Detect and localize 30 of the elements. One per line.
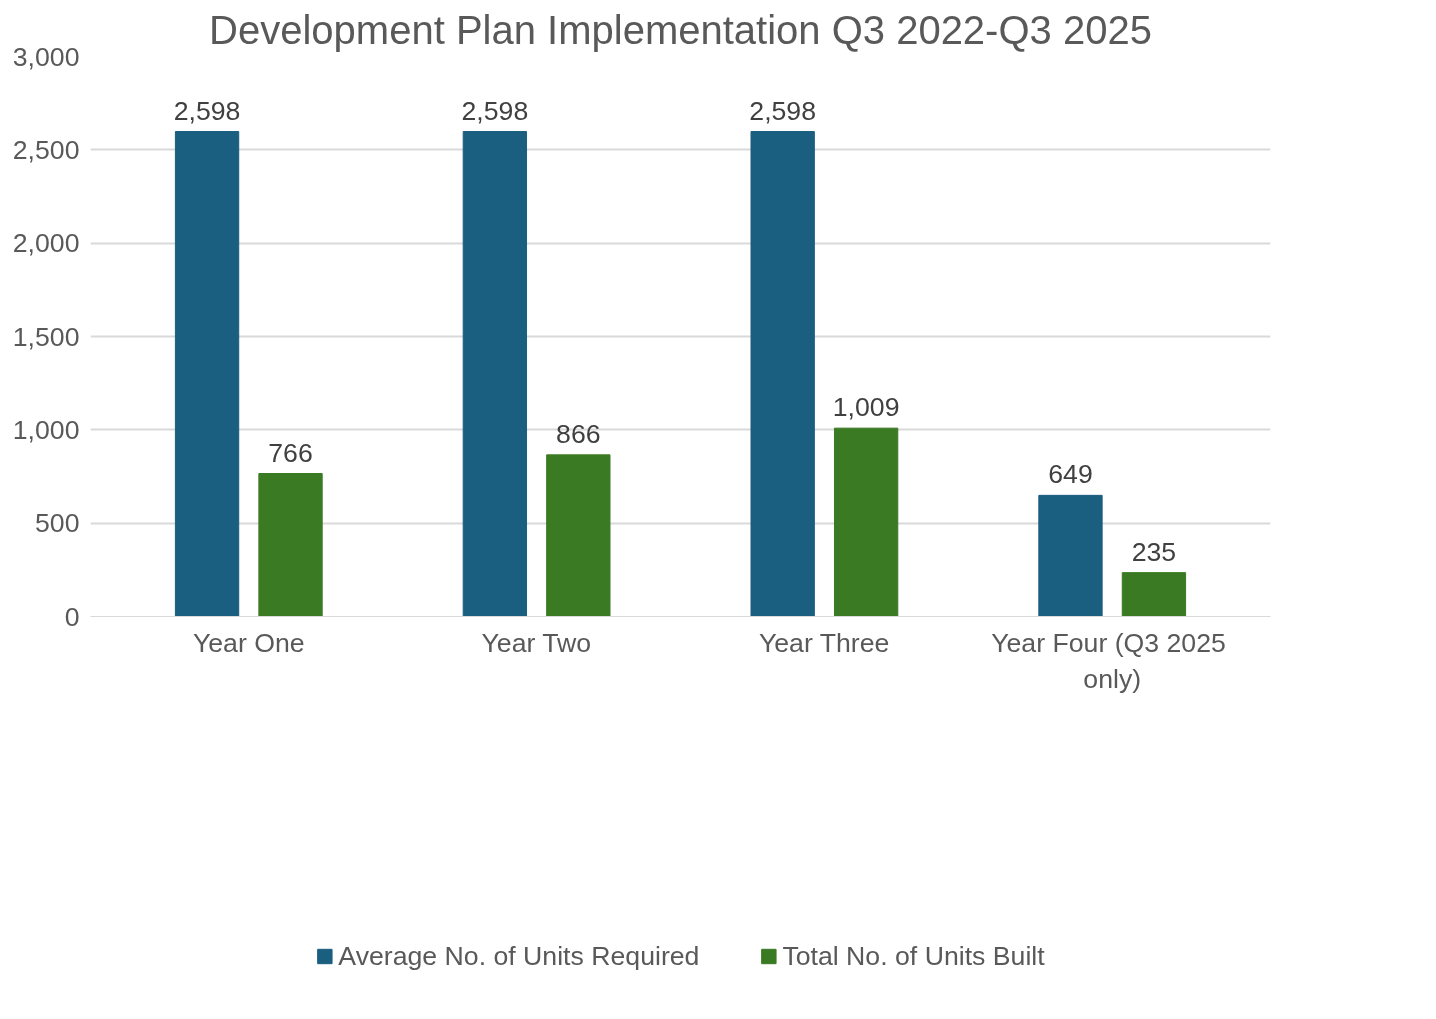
x-tick-label: Year Four (Q3 2025 only) — [991, 627, 1226, 694]
bar — [546, 454, 611, 617]
bar — [750, 131, 815, 617]
y-tick-label: 3,000 — [12, 41, 80, 72]
data-label: 649 — [1048, 459, 1093, 490]
y-tick-label: 2,000 — [12, 228, 80, 259]
y-tick-label: 2,500 — [12, 134, 80, 165]
y-tick-label: 1,000 — [12, 414, 80, 445]
chart-title: Development Plan Implementation Q3 2022-Q3 2025 — [209, 7, 1152, 52]
data-label: 866 — [556, 418, 601, 449]
data-label: 235 — [1131, 536, 1177, 567]
data-label: 2,598 — [749, 95, 817, 126]
bar — [462, 131, 528, 617]
bar — [258, 473, 323, 617]
bar — [174, 131, 240, 617]
data-label: 2,598 — [461, 95, 529, 126]
legend-label: Average No. of Units Required — [338, 940, 700, 972]
data-label: 2,598 — [173, 95, 241, 126]
x-tick-label: Year Three — [758, 627, 890, 658]
legend-label: Total No. of Units Built — [782, 940, 1045, 972]
y-tick-label: 1,500 — [12, 321, 80, 352]
bar — [1038, 494, 1103, 617]
bar — [833, 427, 899, 617]
y-tick-label: 500 — [35, 508, 80, 539]
y-tick-label: 0 — [64, 601, 80, 632]
x-tick-label: Year Two — [481, 627, 592, 658]
x-tick-label: Year One — [192, 627, 305, 658]
data-label: 766 — [268, 437, 313, 468]
bar — [1121, 572, 1187, 617]
data-label: 1,009 — [832, 392, 900, 423]
